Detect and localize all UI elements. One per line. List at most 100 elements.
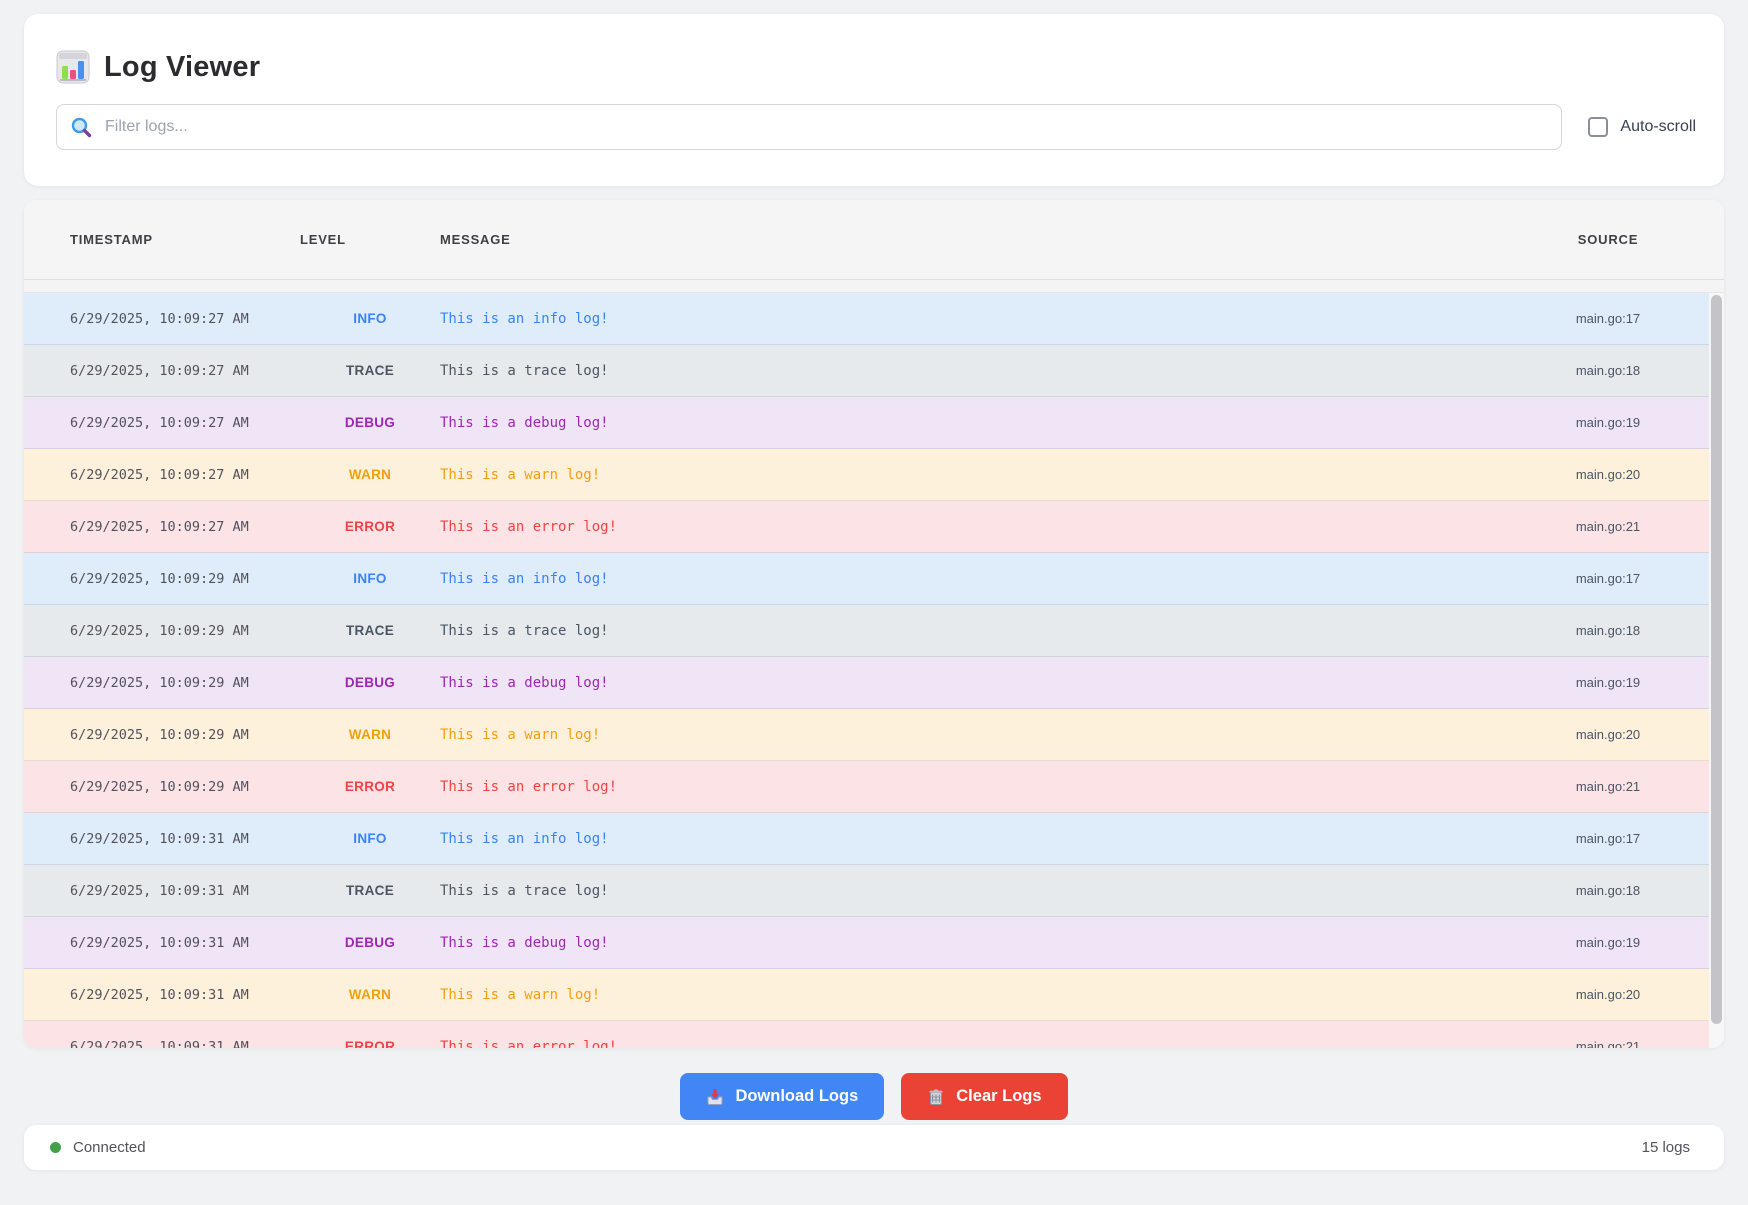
log-row: 6/29/2025, 10:09:31 AM TRACE This is a t… xyxy=(24,865,1724,917)
connected-dot xyxy=(50,1142,61,1153)
log-source: main.go:18 xyxy=(1575,623,1641,638)
log-source: main.go:18 xyxy=(1575,363,1641,378)
connection-status: Connected xyxy=(50,1139,146,1156)
log-row: 6/29/2025, 10:09:27 AM DEBUG This is a d… xyxy=(24,397,1724,449)
connection-status-label: Connected xyxy=(73,1139,146,1156)
log-timestamp: 6/29/2025, 10:09:29 AM xyxy=(70,570,249,587)
title-row: Log Viewer xyxy=(56,50,1700,84)
column-header-source: SOURCE xyxy=(1577,232,1639,247)
log-level-badge: DEBUG xyxy=(344,935,396,950)
table-header-strip xyxy=(24,280,1724,293)
log-timestamp: 6/29/2025, 10:09:31 AM xyxy=(70,1038,249,1049)
log-source: main.go:17 xyxy=(1575,571,1641,586)
log-level-badge: ERROR xyxy=(344,779,396,794)
log-message: This is a debug log! xyxy=(440,674,609,691)
log-row: 6/29/2025, 10:09:27 AM INFO This is an i… xyxy=(24,293,1724,345)
log-level-badge: WARN xyxy=(348,987,392,1002)
log-level-badge: WARN xyxy=(348,467,392,482)
log-source: main.go:21 xyxy=(1575,519,1641,534)
autoscroll-control[interactable]: Auto-scroll xyxy=(1588,117,1700,137)
log-message: This is an error log! xyxy=(440,518,618,535)
filter-input-wrap xyxy=(56,104,1563,150)
log-timestamp: 6/29/2025, 10:09:31 AM xyxy=(70,934,249,951)
clear-logs-label: Clear Logs xyxy=(956,1087,1042,1105)
trash-icon xyxy=(927,1088,945,1106)
autoscroll-label: Auto-scroll xyxy=(1620,118,1696,135)
log-timestamp: 6/29/2025, 10:09:31 AM xyxy=(70,830,249,847)
log-timestamp: 6/29/2025, 10:09:27 AM xyxy=(70,466,249,483)
column-header-message: MESSAGE xyxy=(440,232,511,247)
log-source: main.go:20 xyxy=(1575,467,1641,482)
log-message: This is a debug log! xyxy=(440,414,609,431)
log-level-badge: INFO xyxy=(353,831,387,846)
table-scrollbar-track[interactable] xyxy=(1709,293,1724,1048)
log-message: This is a warn log! xyxy=(440,986,601,1003)
log-rows: 6/29/2025, 10:09:27 AM INFO This is an i… xyxy=(24,293,1724,1048)
log-row: 6/29/2025, 10:09:29 AM ERROR This is an … xyxy=(24,761,1724,813)
log-row: 6/29/2025, 10:09:27 AM TRACE This is a t… xyxy=(24,345,1724,397)
log-level-badge: TRACE xyxy=(346,883,394,898)
log-message: This is a warn log! xyxy=(440,726,601,743)
log-timestamp: 6/29/2025, 10:09:31 AM xyxy=(70,986,249,1003)
log-timestamp: 6/29/2025, 10:09:27 AM xyxy=(70,414,249,431)
log-timestamp: 6/29/2025, 10:09:29 AM xyxy=(70,726,249,743)
header-card: Log Viewer Auto-scroll xyxy=(24,14,1724,186)
log-row: 6/29/2025, 10:09:31 AM DEBUG This is a d… xyxy=(24,917,1724,969)
log-message: This is a trace log! xyxy=(440,362,609,379)
bar-chart-icon xyxy=(56,50,90,84)
log-message: This is an error log! xyxy=(440,778,618,795)
log-timestamp: 6/29/2025, 10:09:29 AM xyxy=(70,622,249,639)
log-row: 6/29/2025, 10:09:29 AM INFO This is an i… xyxy=(24,553,1724,605)
log-source: main.go:19 xyxy=(1575,935,1641,950)
log-source: main.go:20 xyxy=(1575,727,1641,742)
log-row: 6/29/2025, 10:09:29 AM TRACE This is a t… xyxy=(24,605,1724,657)
column-header-timestamp: TIMESTAMP xyxy=(70,232,153,247)
log-message: This is a trace log! xyxy=(440,882,609,899)
log-timestamp: 6/29/2025, 10:09:29 AM xyxy=(70,778,249,795)
log-source: main.go:19 xyxy=(1575,675,1641,690)
download-logs-label: Download Logs xyxy=(735,1087,859,1105)
log-level-badge: INFO xyxy=(353,311,387,326)
log-level-badge: TRACE xyxy=(346,623,394,638)
log-message: This is an error log! xyxy=(440,1038,618,1049)
autoscroll-checkbox[interactable] xyxy=(1588,117,1609,137)
log-source: main.go:21 xyxy=(1575,779,1641,794)
download-logs-button[interactable]: Download Logs xyxy=(680,1073,885,1120)
log-row: 6/29/2025, 10:09:31 AM INFO This is an i… xyxy=(24,813,1724,865)
log-timestamp: 6/29/2025, 10:09:27 AM xyxy=(70,310,249,327)
table-header-row: TIMESTAMP LEVEL MESSAGE SOURCE xyxy=(24,200,1724,280)
log-row: 6/29/2025, 10:09:29 AM WARN This is a wa… xyxy=(24,709,1724,761)
status-bar: Connected 15 logs xyxy=(24,1125,1724,1170)
log-source: main.go:20 xyxy=(1575,987,1641,1002)
log-table: TIMESTAMP LEVEL MESSAGE SOURCE 6/29/2025… xyxy=(24,200,1724,1048)
log-message: This is an info log! xyxy=(440,570,609,587)
log-row: 6/29/2025, 10:09:27 AM WARN This is a wa… xyxy=(24,449,1724,501)
log-row: 6/29/2025, 10:09:27 AM ERROR This is an … xyxy=(24,501,1724,553)
log-timestamp: 6/29/2025, 10:09:29 AM xyxy=(70,674,249,691)
log-message: This is a warn log! xyxy=(440,466,601,483)
log-message: This is a debug log! xyxy=(440,934,609,951)
page-title: Log Viewer xyxy=(104,50,261,83)
clear-logs-button[interactable]: Clear Logs xyxy=(901,1073,1068,1120)
log-row: 6/29/2025, 10:09:31 AM ERROR This is an … xyxy=(24,1021,1724,1048)
log-level-badge: WARN xyxy=(348,727,392,742)
log-message: This is an info log! xyxy=(440,310,609,327)
log-level-badge: INFO xyxy=(353,571,387,586)
log-message: This is a trace log! xyxy=(440,622,609,639)
log-source: main.go:21 xyxy=(1575,1039,1641,1048)
log-source: main.go:19 xyxy=(1575,415,1641,430)
log-table-body: 6/29/2025, 10:09:27 AM INFO This is an i… xyxy=(24,293,1724,1048)
log-timestamp: 6/29/2025, 10:09:27 AM xyxy=(70,362,249,379)
log-level-badge: ERROR xyxy=(344,519,396,534)
log-row: 6/29/2025, 10:09:31 AM WARN This is a wa… xyxy=(24,969,1724,1021)
log-level-badge: TRACE xyxy=(346,363,394,378)
log-timestamp: 6/29/2025, 10:09:31 AM xyxy=(70,882,249,899)
log-level-badge: ERROR xyxy=(344,1039,396,1048)
log-message: This is an info log! xyxy=(440,830,609,847)
log-timestamp: 6/29/2025, 10:09:27 AM xyxy=(70,518,249,535)
download-tray-icon xyxy=(706,1088,724,1106)
table-scrollbar-thumb[interactable] xyxy=(1711,295,1722,1024)
log-level-badge: DEBUG xyxy=(344,675,396,690)
filter-input[interactable] xyxy=(56,104,1563,150)
log-count: 15 logs xyxy=(1641,1139,1690,1156)
